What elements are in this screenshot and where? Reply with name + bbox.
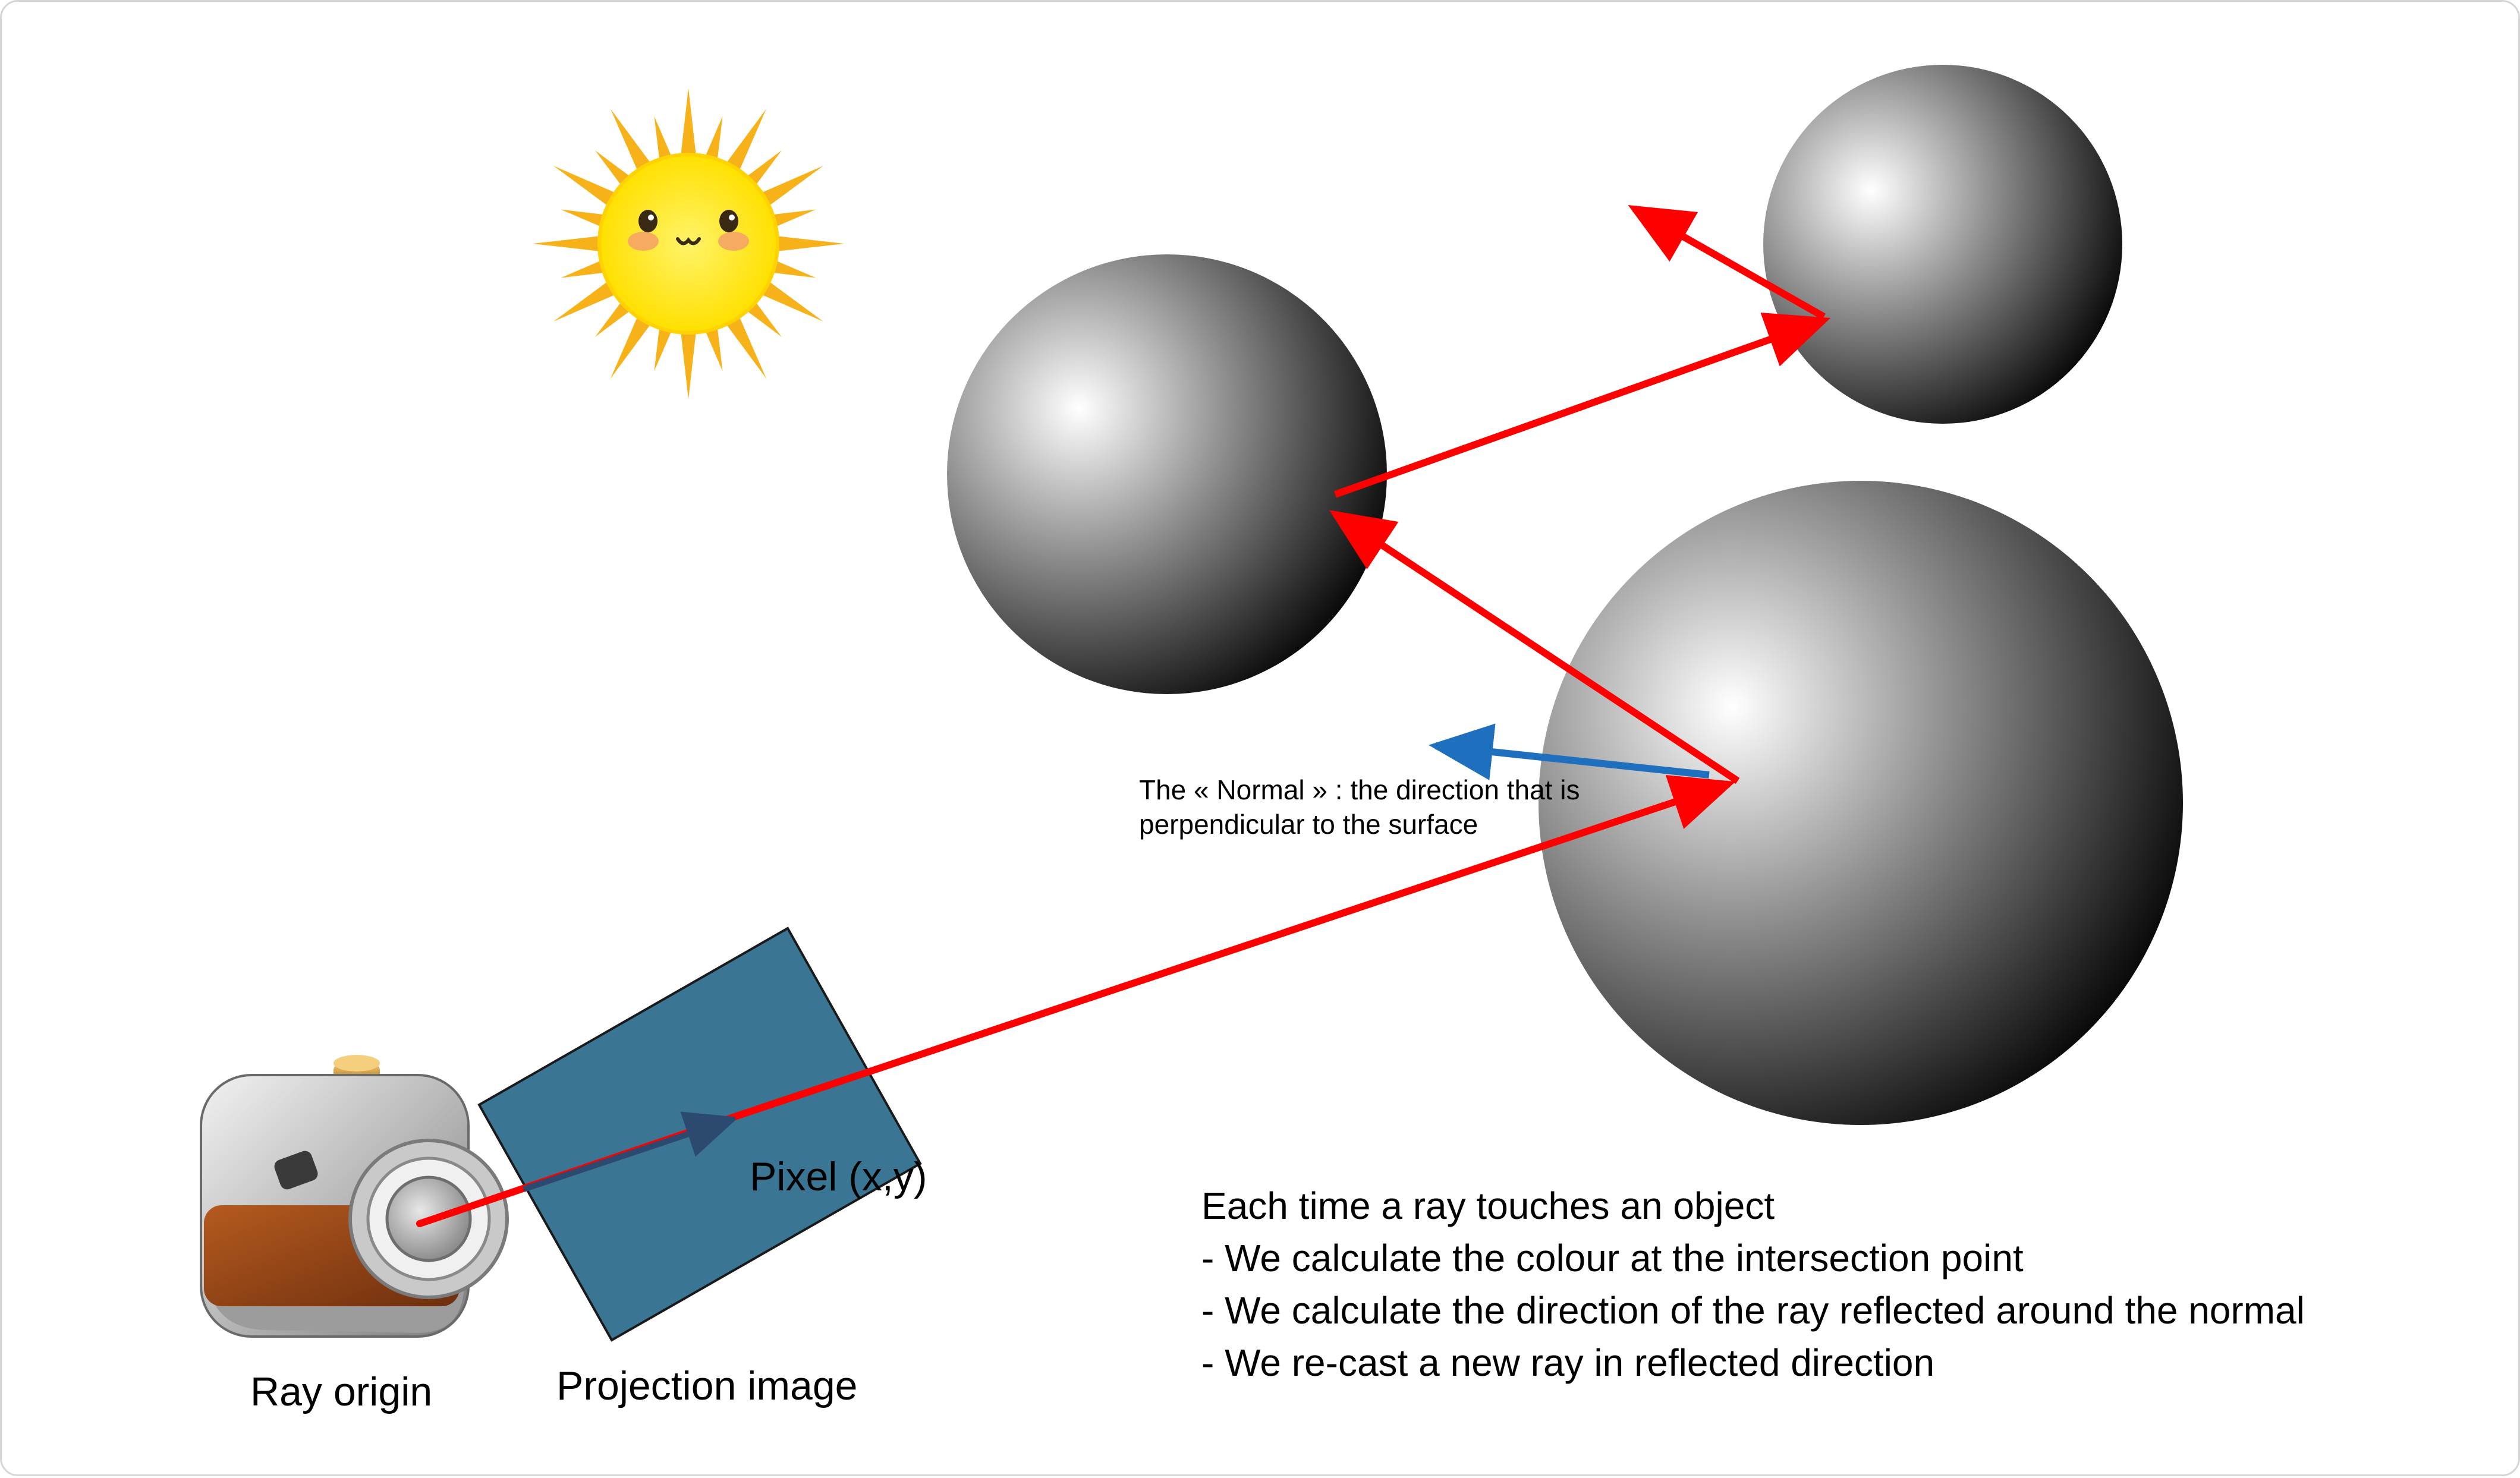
projection-plane bbox=[477, 926, 922, 1342]
ray-origin-label: Ray origin bbox=[250, 1369, 433, 1414]
sun-ray bbox=[553, 166, 615, 206]
ray-reflected-outward bbox=[1628, 205, 1826, 320]
sun-ray bbox=[747, 150, 782, 185]
sun-ray bbox=[681, 88, 696, 155]
explanation-block: Each time a ray touches an object - We c… bbox=[1201, 1180, 2305, 1389]
sun-ray bbox=[611, 109, 651, 171]
sun-ray bbox=[595, 302, 630, 337]
sun-ray bbox=[777, 236, 844, 251]
sun-ray bbox=[654, 116, 672, 160]
sun-ray bbox=[747, 302, 782, 337]
ray-pixel-to-large-sphere bbox=[734, 774, 1736, 1120]
sun-ray bbox=[611, 317, 651, 379]
sun-ray bbox=[705, 116, 723, 160]
ray-camera-to-pixel-inside-plane bbox=[523, 1111, 739, 1192]
sun-ray bbox=[561, 209, 605, 227]
sun-ray bbox=[726, 109, 766, 171]
ray-large-to-left-sphere bbox=[1329, 510, 1740, 784]
projection-image-label: Projection image bbox=[556, 1363, 858, 1408]
normal-description: The « Normal » : the direction that is p… bbox=[1139, 774, 1580, 840]
sun-ray bbox=[705, 327, 723, 371]
explanation-step: - We calculate the direction of the ray … bbox=[1201, 1289, 2305, 1332]
sun-ray bbox=[762, 166, 823, 206]
sun-ray bbox=[681, 332, 696, 399]
sphere-small-left bbox=[947, 254, 1387, 694]
ray-left-to-right-sphere bbox=[1333, 313, 1831, 498]
sphere-large bbox=[1539, 481, 2183, 1125]
sun-ray bbox=[772, 260, 816, 278]
sun-ray bbox=[595, 150, 630, 185]
sun-ray bbox=[772, 209, 816, 227]
normal-vector-arrow bbox=[1429, 723, 1710, 780]
sun-icon bbox=[533, 88, 844, 399]
explanation-step: - We calculate the colour at the interse… bbox=[1201, 1237, 2024, 1280]
explanation-heading: Each time a ray touches an object bbox=[1201, 1184, 1775, 1227]
sun-ray bbox=[553, 281, 615, 322]
pixel-label: Pixel (x,y) bbox=[750, 1154, 927, 1199]
sun-ray bbox=[726, 317, 766, 379]
sphere-small-right bbox=[1763, 65, 2122, 424]
camera-icon bbox=[200, 1055, 509, 1338]
explanation-step: - We re-cast a new ray in reflected dire… bbox=[1201, 1341, 1935, 1384]
sun-ray bbox=[762, 281, 823, 322]
sun-ray bbox=[561, 260, 605, 278]
sun-ray bbox=[654, 327, 672, 371]
sun-ray bbox=[533, 236, 600, 251]
